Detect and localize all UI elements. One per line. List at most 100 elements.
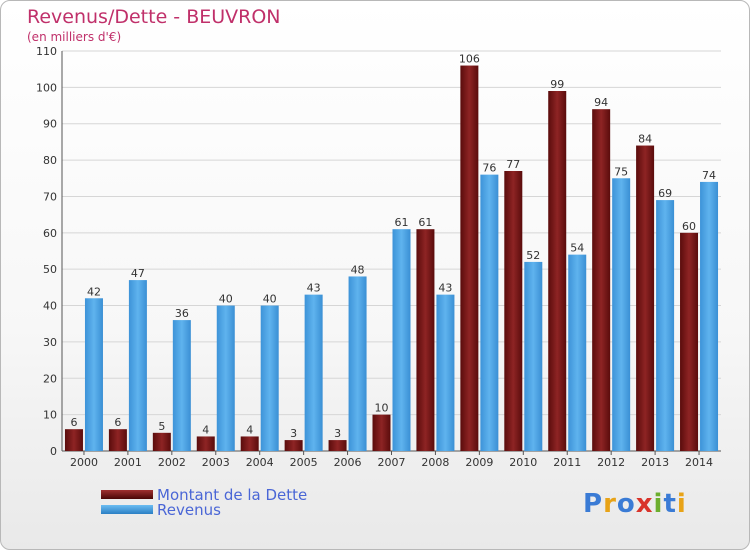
data-label-revenus: 61 (395, 216, 409, 229)
bar-revenus (216, 305, 235, 451)
chart-title: Revenus/Dette - BEUVRON (27, 6, 281, 28)
data-label-dette: 61 (418, 216, 432, 229)
data-label-revenus: 52 (526, 249, 540, 262)
data-label-dette: 60 (682, 220, 696, 233)
y-tick-label: 50 (43, 263, 57, 276)
data-label-revenus: 43 (307, 282, 321, 295)
bar-dette (152, 432, 171, 451)
bar-dette (680, 232, 699, 451)
data-label-dette: 4 (202, 423, 209, 436)
data-label-dette: 84 (638, 133, 652, 146)
bar-dette (636, 145, 655, 451)
x-tick-label: 2011 (553, 456, 581, 469)
chart-subtitle: (en milliers d'€) (27, 30, 122, 44)
bar-dette (64, 429, 83, 451)
data-label-dette: 6 (70, 416, 77, 429)
logo-letter: i (676, 489, 687, 519)
y-tick-label: 0 (50, 445, 57, 458)
y-tick-label: 90 (43, 118, 57, 131)
bar-revenus (260, 305, 279, 451)
logo-letter: x (635, 489, 654, 519)
data-label-dette: 106 (459, 53, 480, 66)
bar-dette (328, 440, 347, 451)
x-tick-label: 2013 (641, 456, 669, 469)
x-tick-label: 2006 (334, 456, 362, 469)
bar-dette (504, 171, 523, 451)
legend-label-dette: Montant de la Dette (157, 486, 308, 504)
data-label-revenus: 43 (438, 282, 452, 295)
bar-revenus (524, 261, 543, 451)
data-label-revenus: 69 (658, 187, 672, 200)
y-tick-label: 30 (43, 336, 57, 349)
data-label-revenus: 42 (87, 285, 101, 298)
x-tick-label: 2007 (378, 456, 406, 469)
y-tick-label: 40 (43, 300, 57, 313)
data-label-revenus: 36 (175, 307, 189, 320)
x-tick-label: 2010 (509, 456, 537, 469)
bar-revenus (480, 174, 499, 452)
x-tick-label: 2000 (70, 456, 98, 469)
bar-revenus (436, 294, 455, 451)
x-tick-label: 2002 (158, 456, 186, 469)
x-tick-label: 2009 (465, 456, 493, 469)
data-label-dette: 94 (594, 96, 608, 109)
bar-dette (108, 429, 127, 451)
bar-revenus (568, 254, 587, 451)
bar-revenus (84, 298, 103, 451)
bar-dette (372, 414, 391, 451)
bar-dette (284, 440, 303, 451)
logo-letter: P (583, 489, 604, 519)
bar-revenus (172, 320, 191, 451)
y-tick-label: 20 (43, 372, 57, 385)
x-tick-label: 2005 (290, 456, 318, 469)
logo-letter: o (616, 489, 636, 519)
data-label-revenus: 74 (702, 169, 716, 182)
data-label-dette: 5 (158, 420, 165, 433)
data-label-revenus: 40 (219, 293, 233, 306)
logo-letter: t (663, 489, 677, 519)
y-tick-label: 110 (36, 45, 57, 58)
data-label-revenus: 47 (131, 267, 145, 280)
bar-dette (592, 109, 611, 451)
x-tick-label: 2012 (597, 456, 625, 469)
proxiti-logo: Proxiti (583, 489, 687, 519)
bar-revenus (392, 229, 411, 451)
bar-revenus (656, 200, 675, 451)
x-tick-label: 2001 (114, 456, 142, 469)
data-label-revenus: 75 (614, 165, 628, 178)
bar-dette (196, 436, 215, 451)
data-label-dette: 3 (334, 427, 341, 440)
logo-letter: r (603, 489, 617, 519)
data-label-revenus: 54 (570, 242, 584, 255)
logo-letter: i (653, 489, 664, 519)
y-tick-label: 80 (43, 154, 57, 167)
data-label-dette: 10 (375, 402, 389, 415)
data-label-revenus: 40 (263, 293, 277, 306)
bar-dette (548, 91, 567, 451)
legend-label-revenus: Revenus (157, 501, 221, 519)
data-label-revenus: 76 (482, 162, 496, 175)
bar-revenus (348, 276, 367, 451)
x-tick-label: 2008 (421, 456, 449, 469)
y-tick-label: 10 (43, 409, 57, 422)
bar-revenus (700, 181, 719, 451)
y-tick-label: 70 (43, 190, 57, 203)
y-tick-label: 100 (36, 81, 57, 94)
bar-dette (416, 229, 435, 451)
bar-dette (240, 436, 259, 451)
x-tick-label: 2004 (246, 456, 274, 469)
legend-swatch-dette (101, 490, 153, 499)
bar-revenus (612, 178, 631, 452)
bar-revenus (128, 280, 147, 451)
data-label-dette: 99 (550, 78, 564, 91)
x-tick-label: 2003 (202, 456, 230, 469)
bar-revenus (304, 294, 323, 451)
data-label-dette: 4 (246, 423, 253, 436)
bar-dette (460, 65, 479, 451)
y-tick-label: 60 (43, 227, 57, 240)
data-label-dette: 77 (506, 158, 520, 171)
data-label-dette: 3 (290, 427, 297, 440)
x-tick-label: 2014 (685, 456, 713, 469)
